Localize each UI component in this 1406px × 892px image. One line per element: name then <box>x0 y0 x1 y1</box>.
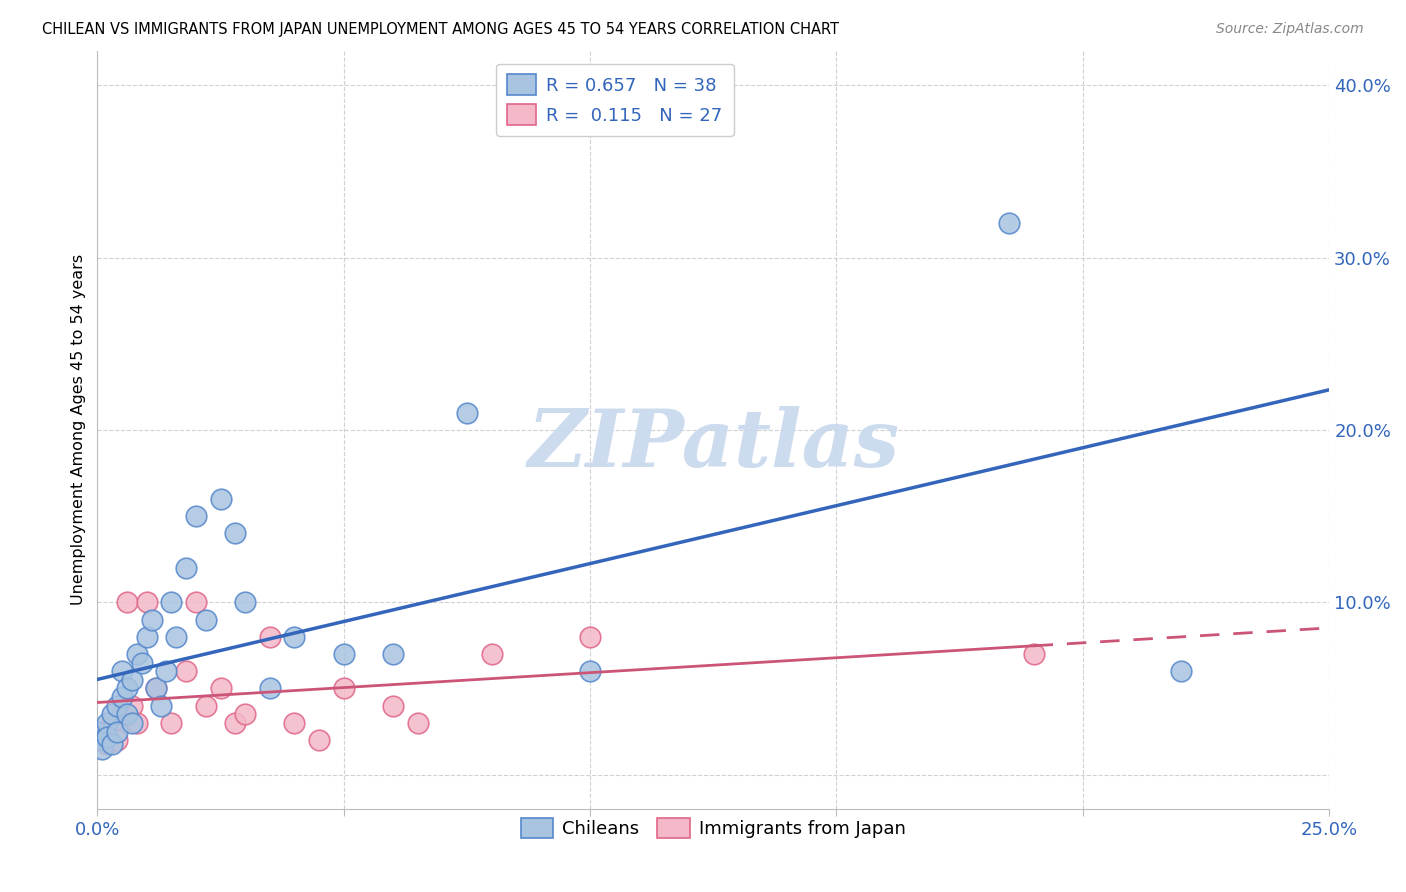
Point <box>194 613 217 627</box>
Point <box>105 724 128 739</box>
Point <box>165 630 187 644</box>
Point <box>160 715 183 730</box>
Point <box>101 737 124 751</box>
Point <box>233 707 256 722</box>
Point <box>150 698 173 713</box>
Point <box>259 630 281 644</box>
Point <box>160 595 183 609</box>
Point <box>283 715 305 730</box>
Point <box>233 595 256 609</box>
Point <box>382 698 405 713</box>
Point <box>105 733 128 747</box>
Point <box>332 647 354 661</box>
Point <box>209 681 232 696</box>
Point <box>406 715 429 730</box>
Point <box>579 630 602 644</box>
Point <box>194 698 217 713</box>
Point <box>111 707 134 722</box>
Point <box>145 681 167 696</box>
Point <box>141 613 163 627</box>
Point <box>105 698 128 713</box>
Point <box>209 491 232 506</box>
Point <box>125 715 148 730</box>
Point <box>184 595 207 609</box>
Point <box>456 406 478 420</box>
Point <box>91 724 114 739</box>
Point <box>998 216 1021 230</box>
Point <box>131 656 153 670</box>
Point <box>121 715 143 730</box>
Point <box>224 715 246 730</box>
Point <box>101 707 124 722</box>
Point <box>259 681 281 696</box>
Point <box>174 665 197 679</box>
Point <box>96 737 118 751</box>
Point <box>121 698 143 713</box>
Point <box>332 681 354 696</box>
Point <box>174 561 197 575</box>
Point <box>121 673 143 687</box>
Point <box>224 526 246 541</box>
Point <box>135 630 157 644</box>
Text: Source: ZipAtlas.com: Source: ZipAtlas.com <box>1216 22 1364 37</box>
Point <box>91 733 114 747</box>
Text: CHILEAN VS IMMIGRANTS FROM JAPAN UNEMPLOYMENT AMONG AGES 45 TO 54 YEARS CORRELAT: CHILEAN VS IMMIGRANTS FROM JAPAN UNEMPLO… <box>42 22 839 37</box>
Point <box>101 715 124 730</box>
Legend: Chileans, Immigrants from Japan: Chileans, Immigrants from Japan <box>513 810 912 846</box>
Point <box>96 715 118 730</box>
Point <box>111 665 134 679</box>
Point <box>1170 665 1192 679</box>
Point <box>283 630 305 644</box>
Point <box>115 681 138 696</box>
Text: ZIPatlas: ZIPatlas <box>527 407 900 483</box>
Point <box>145 681 167 696</box>
Point <box>481 647 503 661</box>
Point <box>96 730 118 744</box>
Point <box>86 724 108 739</box>
Point <box>115 595 138 609</box>
Point <box>155 665 177 679</box>
Point <box>184 509 207 524</box>
Point <box>1022 647 1045 661</box>
Point <box>91 741 114 756</box>
Point <box>308 733 330 747</box>
Point <box>579 665 602 679</box>
Point <box>135 595 157 609</box>
Point <box>115 707 138 722</box>
Point <box>86 733 108 747</box>
Point <box>111 690 134 704</box>
Point <box>125 647 148 661</box>
Point <box>382 647 405 661</box>
Y-axis label: Unemployment Among Ages 45 to 54 years: Unemployment Among Ages 45 to 54 years <box>72 254 86 606</box>
